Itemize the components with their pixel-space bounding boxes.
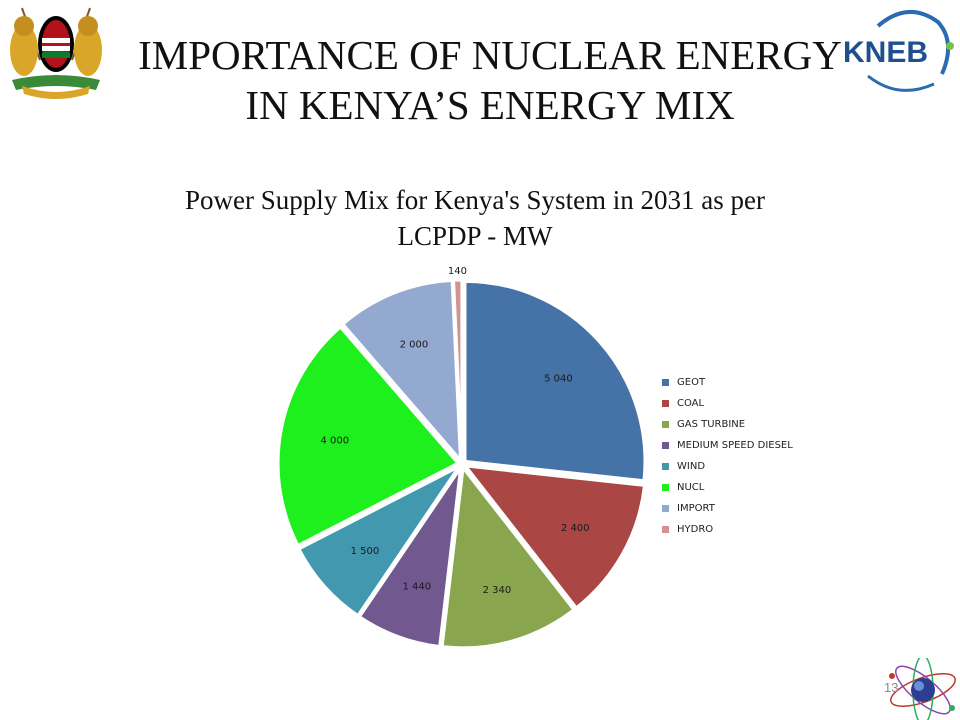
- legend-label: HYDRO: [677, 524, 714, 535]
- pie-data-label: 1 500: [351, 546, 380, 557]
- legend-item: GAS TURBINE: [662, 414, 793, 435]
- pie-slice-import: [340, 278, 463, 465]
- chart-title-line2: LCPDP - MW: [397, 221, 553, 251]
- legend-swatch: [662, 484, 669, 491]
- legend-label: MEDIUM SPEED DIESEL: [677, 440, 793, 451]
- legend-label: IMPORT: [677, 503, 715, 514]
- kneb-logo-text: KNEB: [843, 36, 929, 69]
- legend-label: NUCL: [677, 482, 705, 493]
- kneb-logo: [867, 9, 954, 92]
- legend-swatch: [662, 379, 669, 386]
- slide-title-line2: IN KENYA’S ENERGY MIX: [245, 82, 735, 128]
- pie-slice-coal: [462, 464, 647, 610]
- legend-label: COAL: [677, 398, 705, 409]
- page-number: 13: [884, 680, 899, 695]
- chart-legend: GEOT COAL GAS TURBINE MEDIUM SPEED DIESEL WI…: [662, 372, 793, 540]
- legend-item: MEDIUM SPEED DIESEL: [662, 435, 793, 456]
- pie-slice-medium-speed-diesel: [357, 466, 463, 649]
- pie-data-label: 2 400: [561, 523, 590, 534]
- legend-label: WIND: [677, 461, 706, 472]
- pie-data-label: 2 000: [400, 340, 429, 351]
- atom-icon: [889, 658, 956, 720]
- pie-slice-nucl: [276, 324, 461, 548]
- legend-item: WIND: [662, 456, 793, 477]
- pie-data-label: 140: [448, 266, 467, 277]
- slide-title: IMPORTANCE OF NUCLEAR ENERGY IN KENYA’S …: [80, 30, 900, 130]
- legend-swatch: [662, 505, 669, 512]
- legend-item: IMPORT: [662, 498, 793, 519]
- pie-data-label: 1 440: [402, 581, 431, 592]
- legend-swatch: [662, 400, 669, 407]
- pie-slice-gas-turbine: [440, 464, 576, 650]
- legend-item: HYDRO: [662, 519, 793, 540]
- legend-swatch: [662, 421, 669, 428]
- legend-swatch: [662, 526, 669, 533]
- pie-slice-hydro: [451, 278, 464, 461]
- pie-slice-geot: [463, 279, 647, 483]
- legend-item: GEOT: [662, 372, 793, 393]
- pie-data-label: 5 040: [544, 373, 573, 384]
- legend-label: GEOT: [677, 377, 706, 388]
- legend-item: COAL: [662, 393, 793, 414]
- legend-label: GAS TURBINE: [677, 419, 746, 430]
- kenya-coat-of-arms-logo: [10, 7, 102, 99]
- pie-data-label: 2 340: [483, 585, 512, 596]
- chart-title: Power Supply Mix for Kenya's System in 2…: [100, 182, 850, 254]
- pie-data-label: 4 000: [320, 435, 349, 446]
- pie-slice-wind: [296, 465, 461, 618]
- chart-title-line1: Power Supply Mix for Kenya's System in 2…: [184, 185, 766, 215]
- legend-swatch: [662, 463, 669, 470]
- legend-item: NUCL: [662, 477, 793, 498]
- slide-title-line1: IMPORTANCE OF NUCLEAR ENERGY: [138, 32, 842, 78]
- legend-swatch: [662, 442, 669, 449]
